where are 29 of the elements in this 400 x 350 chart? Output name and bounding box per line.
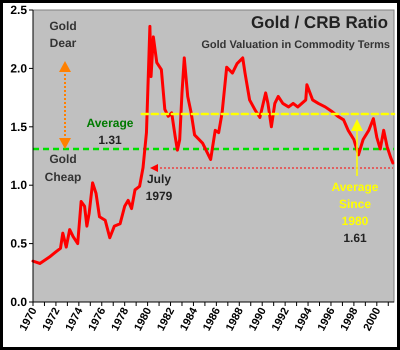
- x-tick-label: 1990: [246, 306, 269, 334]
- x-tick-label: 1996: [316, 306, 338, 334]
- annotation: Gold Dear: [49, 19, 77, 50]
- annotation: 1.31: [98, 133, 122, 147]
- x-tick-label: 1998: [338, 306, 361, 334]
- x-tick-label: 1978: [109, 306, 132, 334]
- x-tick-label: 1972: [40, 306, 63, 334]
- x-tick-label: 1980: [132, 306, 154, 334]
- x-tick-label: 1986: [200, 306, 224, 334]
- x-tick-label: 1982: [155, 306, 178, 334]
- x-tick-label: 1976: [86, 306, 108, 334]
- y-tick-label: 1.5: [10, 120, 28, 134]
- x-tick-label: 1994: [292, 305, 316, 334]
- annotation: July 1979: [146, 172, 173, 203]
- y-tick-label: 2.0: [10, 61, 28, 76]
- text: Gold Valuation in Commodity Terms: [201, 39, 390, 51]
- annotation: 1.61: [343, 231, 367, 245]
- annotation: Gold Cheap: [44, 152, 82, 184]
- x-tick-label: 2000: [361, 306, 384, 334]
- x-tick-label: 1984: [178, 305, 200, 334]
- y-tick-label: 2.5: [10, 3, 28, 17]
- x-tick-label: 1992: [270, 306, 292, 334]
- x-tick-label: 1974: [63, 305, 86, 334]
- x-tick-label: 1988: [224, 306, 246, 334]
- y-tick-label: 1.0: [10, 178, 28, 192]
- annotation: Average Since 1980: [332, 180, 379, 228]
- annotation: Average: [86, 116, 134, 130]
- chart-title: Gold / CRB Ratio: [251, 13, 388, 32]
- y-tick-label: 0.5: [10, 236, 28, 251]
